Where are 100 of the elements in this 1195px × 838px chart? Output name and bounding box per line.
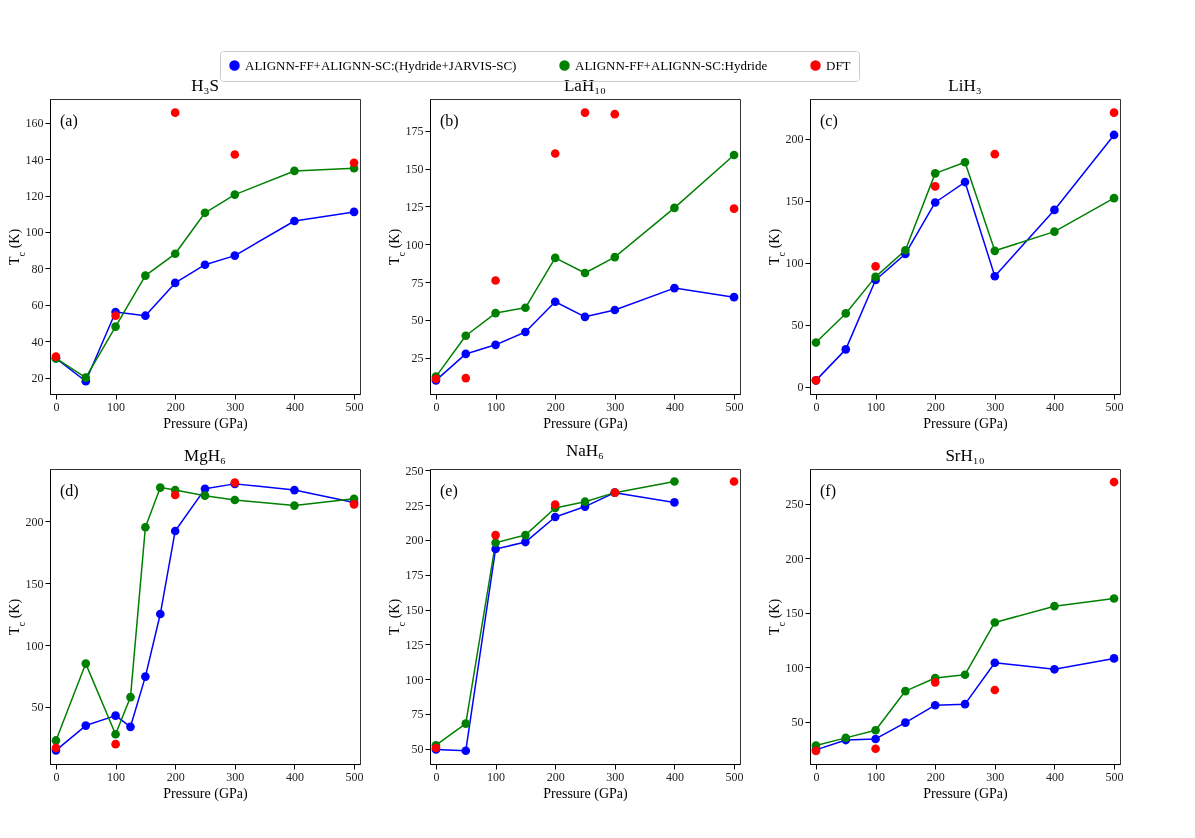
point xyxy=(521,303,530,313)
x-tick-label: 0 xyxy=(813,769,820,784)
x-tick-label: 300 xyxy=(226,399,245,414)
y-tick-label: 175 xyxy=(405,568,424,583)
point xyxy=(81,373,91,382)
x-axis-title: Pressure (GPa) xyxy=(163,415,249,432)
point xyxy=(491,276,500,285)
y-tick-label: 50 xyxy=(31,700,44,715)
x-axis-title: Pressure (GPa) xyxy=(163,785,249,802)
point xyxy=(871,744,880,754)
point xyxy=(521,530,530,540)
point xyxy=(290,501,299,510)
y-tick-label: 150 xyxy=(405,603,424,618)
point xyxy=(670,203,679,213)
y-tick-label: 100 xyxy=(25,225,44,240)
point xyxy=(960,157,970,167)
chart-title: LaH₁₀ xyxy=(563,76,607,95)
point xyxy=(550,253,560,263)
point xyxy=(521,327,530,337)
y-tick-label: 200 xyxy=(785,132,804,147)
point xyxy=(960,699,970,709)
point xyxy=(491,538,500,548)
point xyxy=(521,537,530,547)
chart-title: SrH₁₀ xyxy=(945,446,985,465)
y-tick-label: 250 xyxy=(785,497,804,512)
point xyxy=(871,262,880,271)
x-tick-label: 500 xyxy=(345,399,364,414)
y-tick-label: 75 xyxy=(411,275,424,290)
x-axis-title: Pressure (GPa) xyxy=(543,415,629,432)
x-tick-label: 100 xyxy=(487,399,506,414)
chart-title: H₃S xyxy=(191,76,219,95)
point xyxy=(170,526,180,536)
x-tick-label: 400 xyxy=(285,769,304,784)
point xyxy=(111,322,120,331)
y-tick-label: 150 xyxy=(25,576,44,591)
point xyxy=(1109,477,1119,487)
point xyxy=(610,305,620,315)
point xyxy=(930,169,940,178)
y-tick-label: 60 xyxy=(31,298,44,313)
annotation: (a) xyxy=(60,112,78,130)
point xyxy=(155,609,165,619)
x-tick-label: 400 xyxy=(1045,399,1064,414)
point xyxy=(930,198,940,207)
point xyxy=(111,729,120,739)
y-tick-label: 140 xyxy=(25,152,44,167)
chart-title: MgH₆ xyxy=(184,446,226,465)
x-axis-title: Pressure (GPa) xyxy=(923,415,1009,432)
x-tick-label: 200 xyxy=(166,399,185,414)
x-axis-title: Pressure (GPa) xyxy=(923,785,1009,802)
point xyxy=(491,340,500,350)
point xyxy=(141,522,150,532)
x-axis-title: Pressure (GPa) xyxy=(543,785,629,802)
point xyxy=(200,208,210,218)
x-tick-label: 100 xyxy=(867,769,886,784)
y-tick-label: 125 xyxy=(405,637,424,652)
x-tick-label: 400 xyxy=(1045,769,1064,784)
point xyxy=(729,204,739,213)
y-tick-label: 80 xyxy=(31,261,44,276)
point xyxy=(81,659,91,668)
point xyxy=(230,150,240,159)
point xyxy=(960,670,970,680)
annotation: (f) xyxy=(820,482,836,500)
y-tick-label: 100 xyxy=(405,237,424,252)
point xyxy=(170,278,180,288)
point xyxy=(1109,654,1119,663)
point xyxy=(1050,205,1059,215)
point xyxy=(871,734,880,744)
point xyxy=(200,491,210,500)
point xyxy=(155,483,165,492)
point xyxy=(200,260,210,270)
x-tick-label: 0 xyxy=(813,399,820,414)
point xyxy=(580,108,590,117)
point xyxy=(461,349,471,359)
x-tick-label: 500 xyxy=(725,399,744,414)
y-tick-label: 50 xyxy=(411,313,424,328)
x-tick-label: 300 xyxy=(986,769,1005,784)
y-tick-label: 25 xyxy=(411,351,424,366)
point xyxy=(230,190,240,199)
legend-label: ALIGNN-FF+ALIGNN-SC:(Hydride+JARVIS-SC) xyxy=(245,57,517,73)
y-tick-label: 100 xyxy=(785,256,804,271)
y-tick-label: 160 xyxy=(25,116,44,131)
y-tick-label: 40 xyxy=(31,334,44,349)
point xyxy=(230,495,240,505)
point xyxy=(729,477,739,486)
point xyxy=(550,149,560,158)
point xyxy=(81,721,91,730)
point xyxy=(901,245,910,255)
y-tick-label: 175 xyxy=(405,124,424,139)
x-tick-label: 100 xyxy=(867,399,886,414)
legend-label: ALIGNN-FF+ALIGNN-SC:Hydride xyxy=(575,57,768,73)
point xyxy=(550,512,560,522)
y-tick-label: 0 xyxy=(797,380,804,395)
point xyxy=(170,108,180,117)
point xyxy=(930,182,940,191)
point xyxy=(461,331,471,341)
x-tick-label: 400 xyxy=(665,769,684,784)
x-tick-label: 200 xyxy=(926,769,945,784)
point xyxy=(811,338,821,347)
x-tick-label: 500 xyxy=(1105,769,1124,784)
y-tick-label: 200 xyxy=(785,551,804,566)
